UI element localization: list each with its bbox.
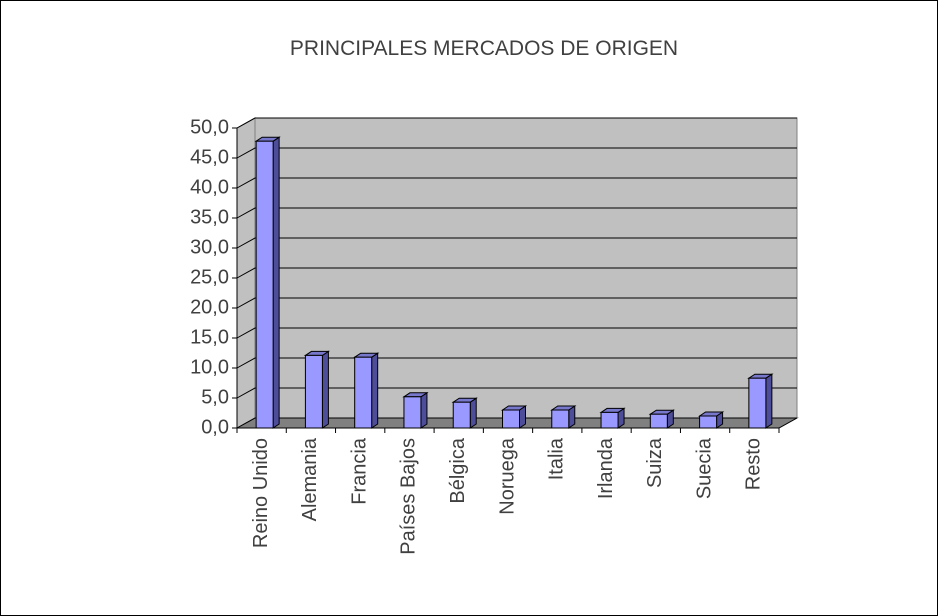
bar: [748, 377, 767, 429]
y-tick-label: 30,0: [190, 236, 229, 258]
bar: [304, 354, 323, 429]
grid-line: [236, 267, 797, 279]
x-tick-label: Resto: [743, 438, 765, 490]
x-tick-label: Alemania: [299, 437, 321, 521]
bar: [551, 409, 570, 429]
grid-line: [236, 177, 797, 189]
bar: [649, 413, 668, 429]
grid-line: [236, 327, 797, 339]
grid-line: [236, 357, 797, 369]
x-tick-label: Reino Unido: [250, 438, 272, 548]
y-tick-label: 25,0: [190, 266, 229, 288]
y-tick-label: 20,0: [190, 296, 229, 318]
bar: [699, 415, 718, 429]
y-tick-label: 5,0: [201, 386, 229, 408]
bar-side: [371, 352, 379, 429]
bar: [600, 411, 619, 429]
bar: [255, 140, 274, 429]
bar-side: [321, 350, 329, 429]
y-tick-label: 50,0: [190, 116, 229, 138]
x-tick-label: Países Bajos: [398, 438, 420, 555]
x-axis-end: [778, 417, 798, 429]
bar: [502, 409, 520, 429]
x-tick-label: Francia: [348, 437, 370, 505]
chart-title: PRINCIPALES MERCADOS DE ORIGEN: [290, 37, 678, 60]
grid-line: [236, 117, 797, 129]
grid-line: [236, 207, 797, 219]
x-tick-label: Bélgica: [447, 437, 469, 503]
x-tick-label: Suecia: [693, 437, 715, 499]
bar-side: [469, 397, 477, 429]
bar: [403, 396, 422, 429]
x-tick-label: Suiza: [644, 437, 666, 488]
bar-side: [272, 136, 280, 429]
y-tick-label: 45,0: [190, 146, 229, 168]
bar-side: [765, 373, 773, 429]
y-tick-label: 10,0: [190, 356, 229, 378]
y-tick-label: 15,0: [190, 326, 229, 348]
bar-side: [420, 391, 428, 429]
y-tick-label: 0,0: [201, 416, 229, 438]
grid-line: [236, 387, 797, 399]
grid-line: [236, 147, 797, 159]
x-tick-label: Italia: [546, 437, 568, 480]
y-tick-label: 35,0: [190, 206, 229, 228]
y-tick-label: 40,0: [190, 176, 229, 198]
grid-line: [236, 297, 797, 309]
bar: [452, 401, 471, 429]
bar: [354, 356, 373, 429]
x-tick-label: Irlanda: [595, 437, 617, 499]
grid-line: [236, 237, 797, 249]
x-tick-label: Noruega: [496, 437, 518, 515]
